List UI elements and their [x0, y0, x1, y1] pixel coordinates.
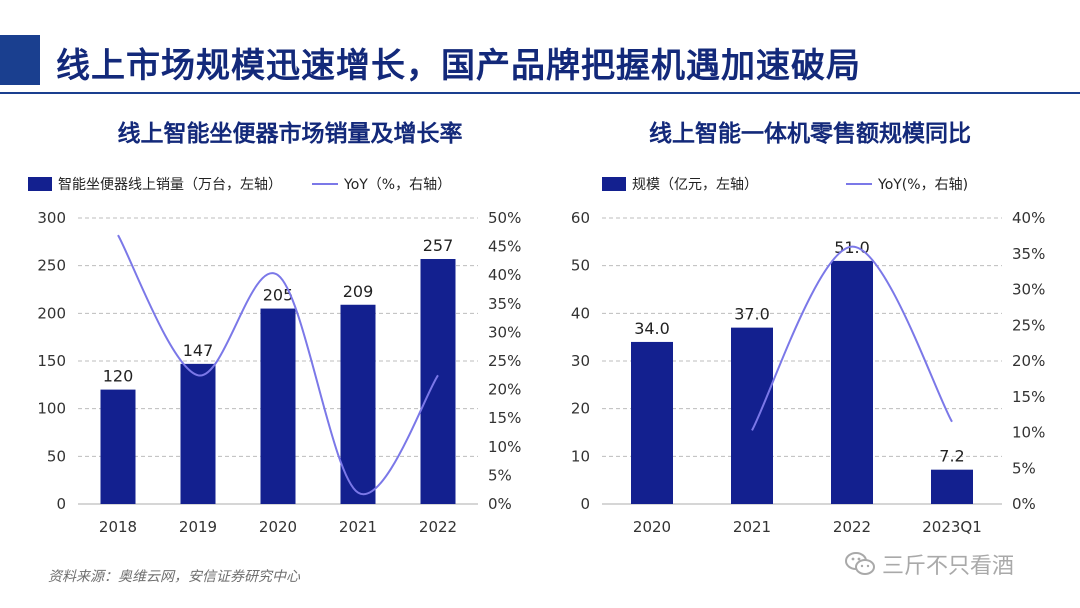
bar: [631, 341, 673, 504]
y-left-tick: 150: [37, 352, 66, 370]
y-left-tick: 100: [37, 400, 66, 418]
title-divider: [0, 92, 1080, 94]
y-right-tick: 5%: [488, 466, 512, 484]
chart-1-title: 线上智能坐便器市场销量及增长率: [117, 121, 463, 147]
y-left-tick: 50: [47, 447, 66, 465]
y-left-tick: 250: [37, 257, 66, 275]
page-title: 线上市场规模迅速增长，国产品牌把握机遇加速破局: [56, 46, 861, 86]
bar: [340, 304, 376, 504]
bar-data-label: 7.2: [939, 447, 964, 466]
x-tick-label: 2020: [259, 518, 297, 536]
x-tick-label: 2022: [419, 518, 457, 536]
y-right-tick: 20%: [488, 381, 521, 399]
y-right-tick: 10%: [488, 438, 521, 456]
source-note: 资料来源：奥维云网，安信证券研究中心: [48, 569, 300, 585]
x-tick-label: 2020: [633, 518, 671, 536]
y-right-tick: 0%: [488, 495, 512, 513]
x-tick-label: 2019: [179, 518, 217, 536]
chart-2-title: 线上智能一体机零售额规模同比: [649, 121, 971, 147]
bar-data-label: 120: [103, 367, 134, 386]
y-right-tick: 5%: [1012, 459, 1036, 477]
bar: [100, 389, 136, 504]
y-left-tick: 20: [571, 400, 590, 418]
y-left-tick: 10: [571, 447, 590, 465]
y-right-tick: 50%: [488, 209, 521, 227]
y-right-tick: 30%: [488, 323, 521, 341]
y-right-tick: 35%: [1012, 245, 1045, 263]
y-left-tick: 200: [37, 304, 66, 322]
y-left-tick: 0: [56, 495, 66, 513]
title-accent-bar: [0, 35, 40, 85]
watermark: 三斤不只看酒: [844, 548, 1014, 580]
yoy-line: [117, 234, 439, 496]
y-right-tick: 40%: [1012, 209, 1045, 227]
sales-volume-chart: 智能坐便器线上销量（万台，左轴） YoY（%，右轴） 0 50 100 150 200 250…: [28, 177, 521, 536]
bar-data-label: 147: [183, 341, 214, 360]
y-right-tick: 15%: [488, 409, 521, 427]
bar-data-label: 209: [343, 282, 374, 301]
retail-scale-chart: 规模（亿元，左轴） YoY(%，右轴) 0 10 20 30 40 50 60 0% 5% 10% 15…: [571, 177, 1045, 536]
bar: [180, 363, 216, 504]
legend-bar-label: 智能坐便器线上销量（万台，左轴）: [58, 177, 282, 193]
x-tick-label: 2018: [99, 518, 137, 536]
y-right-tick: 25%: [488, 352, 521, 370]
bar-data-label: 257: [423, 236, 454, 255]
y-left-tick: 60: [571, 209, 590, 227]
x-tick-label: 2022: [833, 518, 871, 536]
x-tick-label: 2021: [339, 518, 377, 536]
y-right-tick: 0%: [1012, 495, 1036, 513]
legend-bar-swatch: [602, 177, 626, 191]
y-right-tick: 40%: [488, 266, 521, 284]
legend-bar-label: 规模（亿元，左轴）: [632, 177, 758, 193]
bar: [260, 308, 296, 504]
y-left-tick: 300: [37, 209, 66, 227]
y-right-tick: 45%: [488, 238, 521, 256]
bar: [831, 260, 873, 504]
legend-line-label: YoY（%，右轴）: [343, 177, 451, 193]
x-tick-label: 2021: [733, 518, 771, 536]
y-right-tick: 25%: [1012, 316, 1045, 334]
bar-data-label: 205: [263, 286, 294, 305]
yoy-line: [751, 245, 953, 431]
y-right-tick: 20%: [1012, 352, 1045, 370]
legend-bar-swatch: [28, 177, 52, 191]
y-right-tick: 15%: [1012, 388, 1045, 406]
watermark-text: 三斤不只看酒: [882, 554, 1015, 579]
bar: [931, 469, 973, 504]
wechat-icon: [845, 552, 875, 575]
bar-data-label: 37.0: [734, 305, 770, 324]
x-tick-label: 2023Q1: [922, 518, 982, 536]
y-left-tick: 0: [580, 495, 590, 513]
bar-data-label: 34.0: [634, 319, 670, 338]
y-left-tick: 50: [571, 257, 590, 275]
y-left-tick: 40: [571, 304, 590, 322]
y-right-tick: 35%: [488, 295, 521, 313]
y-left-tick: 30: [571, 352, 590, 370]
bar: [731, 327, 773, 504]
y-right-tick: 30%: [1012, 281, 1045, 299]
y-right-tick: 10%: [1012, 424, 1045, 442]
bar: [420, 258, 456, 504]
legend-line-label: YoY(%，右轴): [877, 177, 968, 193]
